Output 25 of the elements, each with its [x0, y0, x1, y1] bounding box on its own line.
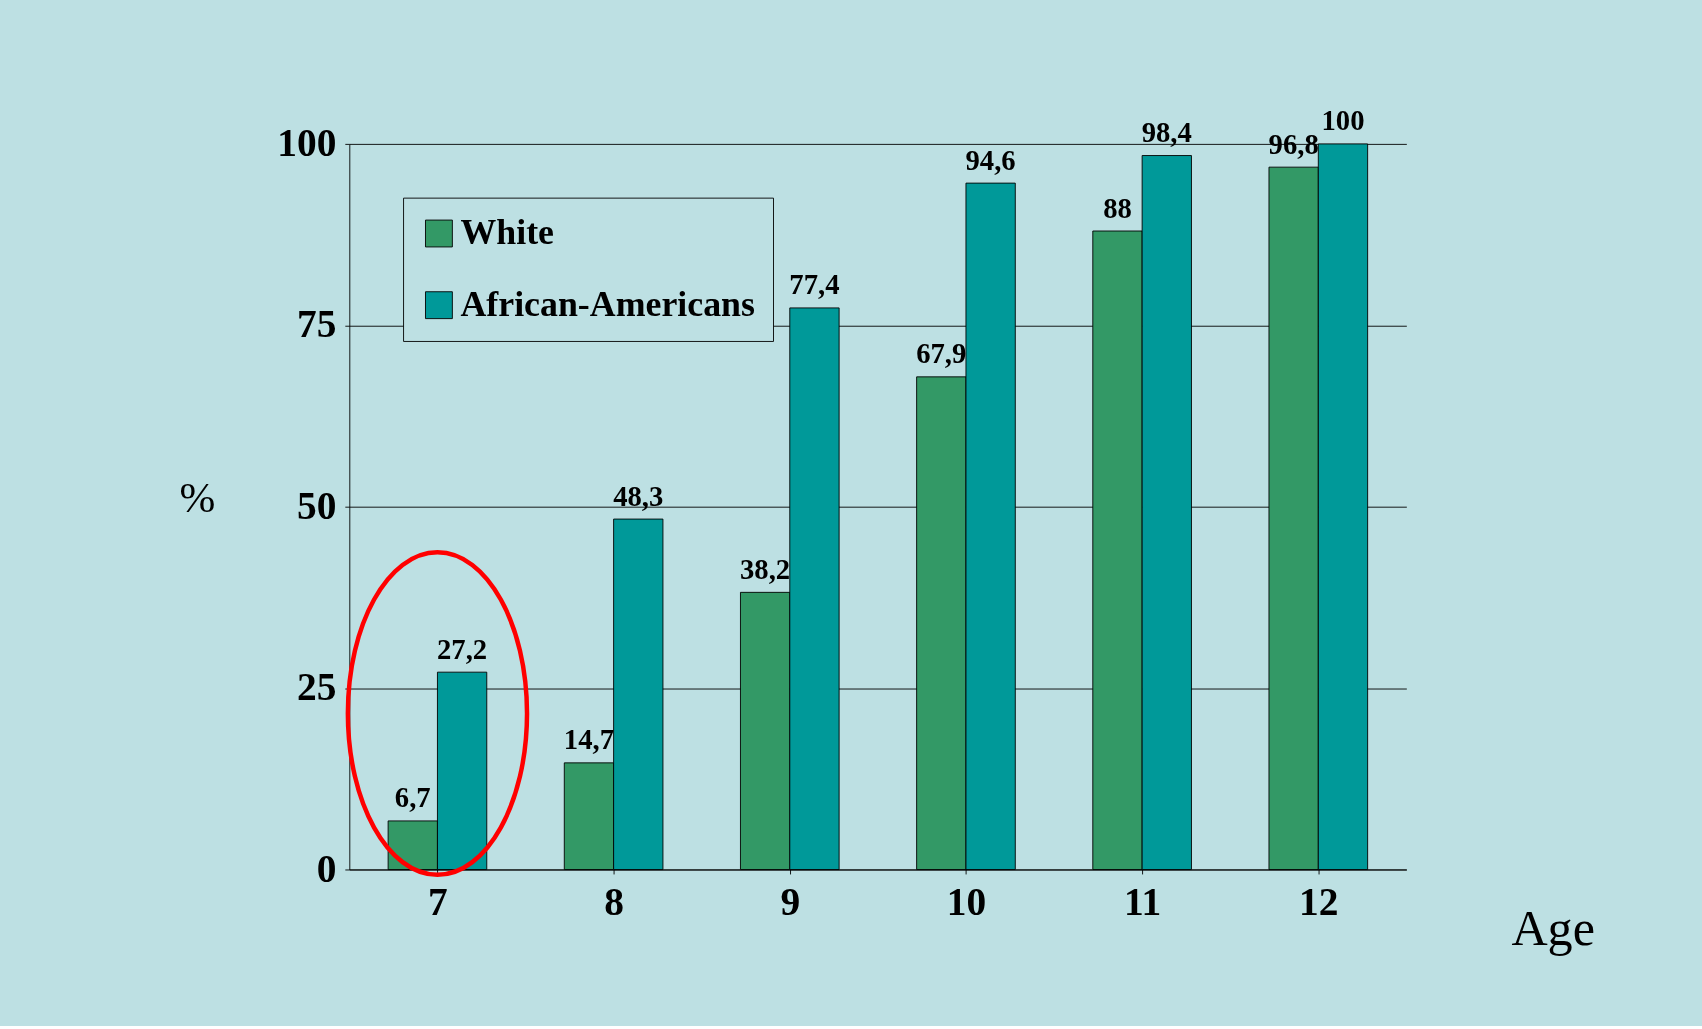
data-label: 67,9	[916, 337, 967, 370]
y-tick-label: 25	[296, 665, 337, 710]
data-label: 27,2	[437, 632, 488, 665]
x-tick-label: 12	[1299, 879, 1339, 924]
y-tick-label: 50	[296, 483, 337, 528]
x-tick-label: 9	[780, 879, 801, 924]
data-label: 94,6	[965, 143, 1016, 176]
x-tick-label: 8	[604, 879, 624, 924]
legend-label: White	[460, 212, 554, 253]
y-tick-label: 0	[316, 846, 337, 891]
legend-label: African-Americans	[460, 283, 755, 324]
x-tick-label: 10	[946, 879, 987, 924]
y-axis-title: %	[179, 473, 216, 521]
x-axis-title: Age	[1511, 900, 1595, 957]
data-label: 98,4	[1141, 116, 1192, 149]
y-tick-label: 75	[296, 302, 337, 347]
data-label: 48,3	[613, 479, 664, 512]
data-label: 100	[1321, 104, 1365, 137]
y-tick-label: 100	[277, 121, 337, 166]
data-label: 88	[1103, 191, 1132, 224]
x-tick-label: 7	[428, 879, 448, 924]
data-label: 6,7	[394, 781, 431, 814]
data-label: 38,2	[740, 552, 791, 585]
x-tick-label: 11	[1123, 879, 1162, 924]
data-label: 77,4	[789, 268, 840, 301]
